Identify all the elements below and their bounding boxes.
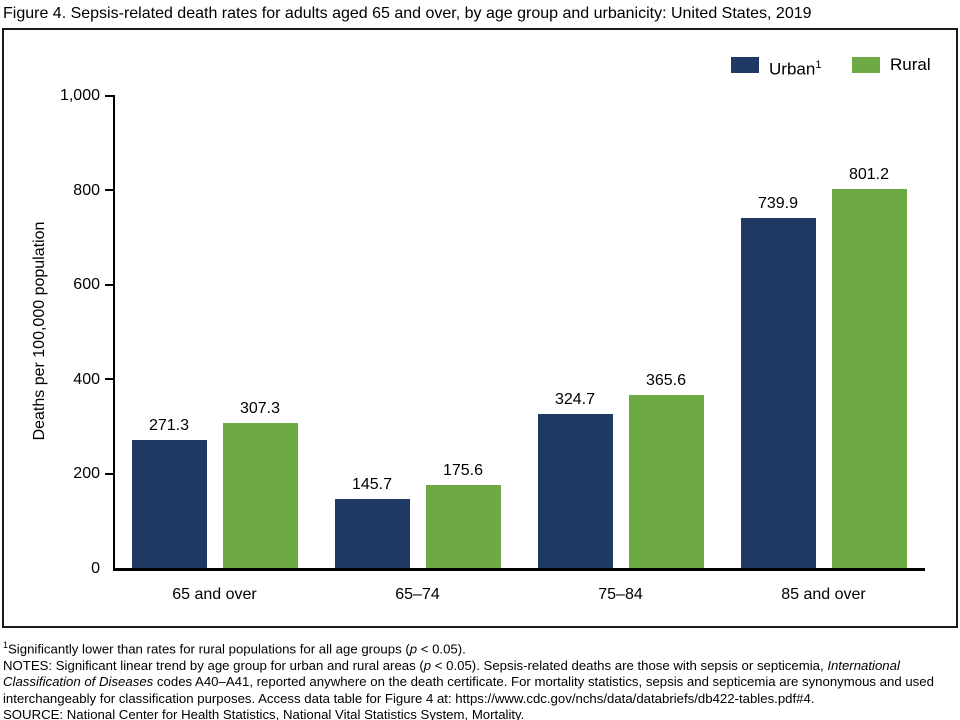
legend-urban-swatch xyxy=(731,57,759,73)
footnotes: 1Significantly lower than rates for rura… xyxy=(3,637,955,720)
bar-urban-3 xyxy=(740,218,816,568)
chart-frame: Urban1 Rural Deaths per 100,000 populati… xyxy=(2,28,958,628)
x-axis-line xyxy=(113,568,925,571)
y-tick-label-400: 400 xyxy=(73,370,100,388)
y-tick-mark-600 xyxy=(105,283,113,286)
bar-urban-0 xyxy=(131,440,207,568)
legend-urban-text: Urban xyxy=(769,59,816,79)
y-tick-label-800: 800 xyxy=(73,181,100,199)
legend-rural-label: Rural xyxy=(890,55,931,75)
bar-rural-2 xyxy=(628,395,704,568)
bar-rural-1 xyxy=(425,485,501,568)
bar-value-urban-3: 739.9 xyxy=(757,195,799,212)
bar-value-urban-2: 324.7 xyxy=(554,391,596,408)
footnote-source: SOURCE: National Center for Health Stati… xyxy=(3,707,525,720)
bar-value-urban-1: 145.7 xyxy=(351,476,393,493)
legend-urban-label: Urban1 xyxy=(769,55,821,80)
x-category-label-3: 85 and over xyxy=(781,586,866,603)
y-tick-label-0: 0 xyxy=(91,560,100,577)
bar-rural-3 xyxy=(831,189,907,568)
y-tick-mark-400 xyxy=(105,378,113,381)
bar-value-rural-2: 365.6 xyxy=(645,372,687,389)
y-axis-line xyxy=(113,95,115,571)
bar-value-rural-0: 307.3 xyxy=(239,400,281,417)
y-tick-label-1000: 1,000 xyxy=(59,87,100,104)
bar-value-urban-0: 271.3 xyxy=(148,417,190,434)
x-category-label-2: 75–84 xyxy=(598,586,643,603)
legend-rural-text: Rural xyxy=(890,55,931,74)
y-axis-title: Deaths per 100,000 population xyxy=(31,221,48,441)
y-tick-label-200: 200 xyxy=(73,465,100,483)
x-category-label-1: 65–74 xyxy=(395,586,440,603)
bar-urban-2 xyxy=(537,414,613,568)
y-tick-label-600: 600 xyxy=(73,276,100,294)
y-tick-mark-800 xyxy=(105,189,113,192)
figure-title: Figure 4. Sepsis-related death rates for… xyxy=(3,5,812,22)
legend-urban-superscript: 1 xyxy=(815,59,822,71)
y-tick-mark-1000 xyxy=(105,94,113,97)
footnote-1-superscript: 1 xyxy=(3,640,9,650)
x-category-label-0: 65 and over xyxy=(172,586,257,603)
footnote-notes: NOTES: Significant linear trend by age g… xyxy=(3,657,934,706)
footnote-1: 1Significantly lower than rates for rura… xyxy=(3,640,466,657)
y-tick-mark-200 xyxy=(105,472,113,475)
bar-value-rural-3: 801.2 xyxy=(848,166,890,183)
bar-value-rural-1: 175.6 xyxy=(442,462,484,479)
bar-rural-0 xyxy=(222,423,298,568)
legend-rural-swatch xyxy=(852,57,880,73)
bar-urban-1 xyxy=(334,499,410,568)
